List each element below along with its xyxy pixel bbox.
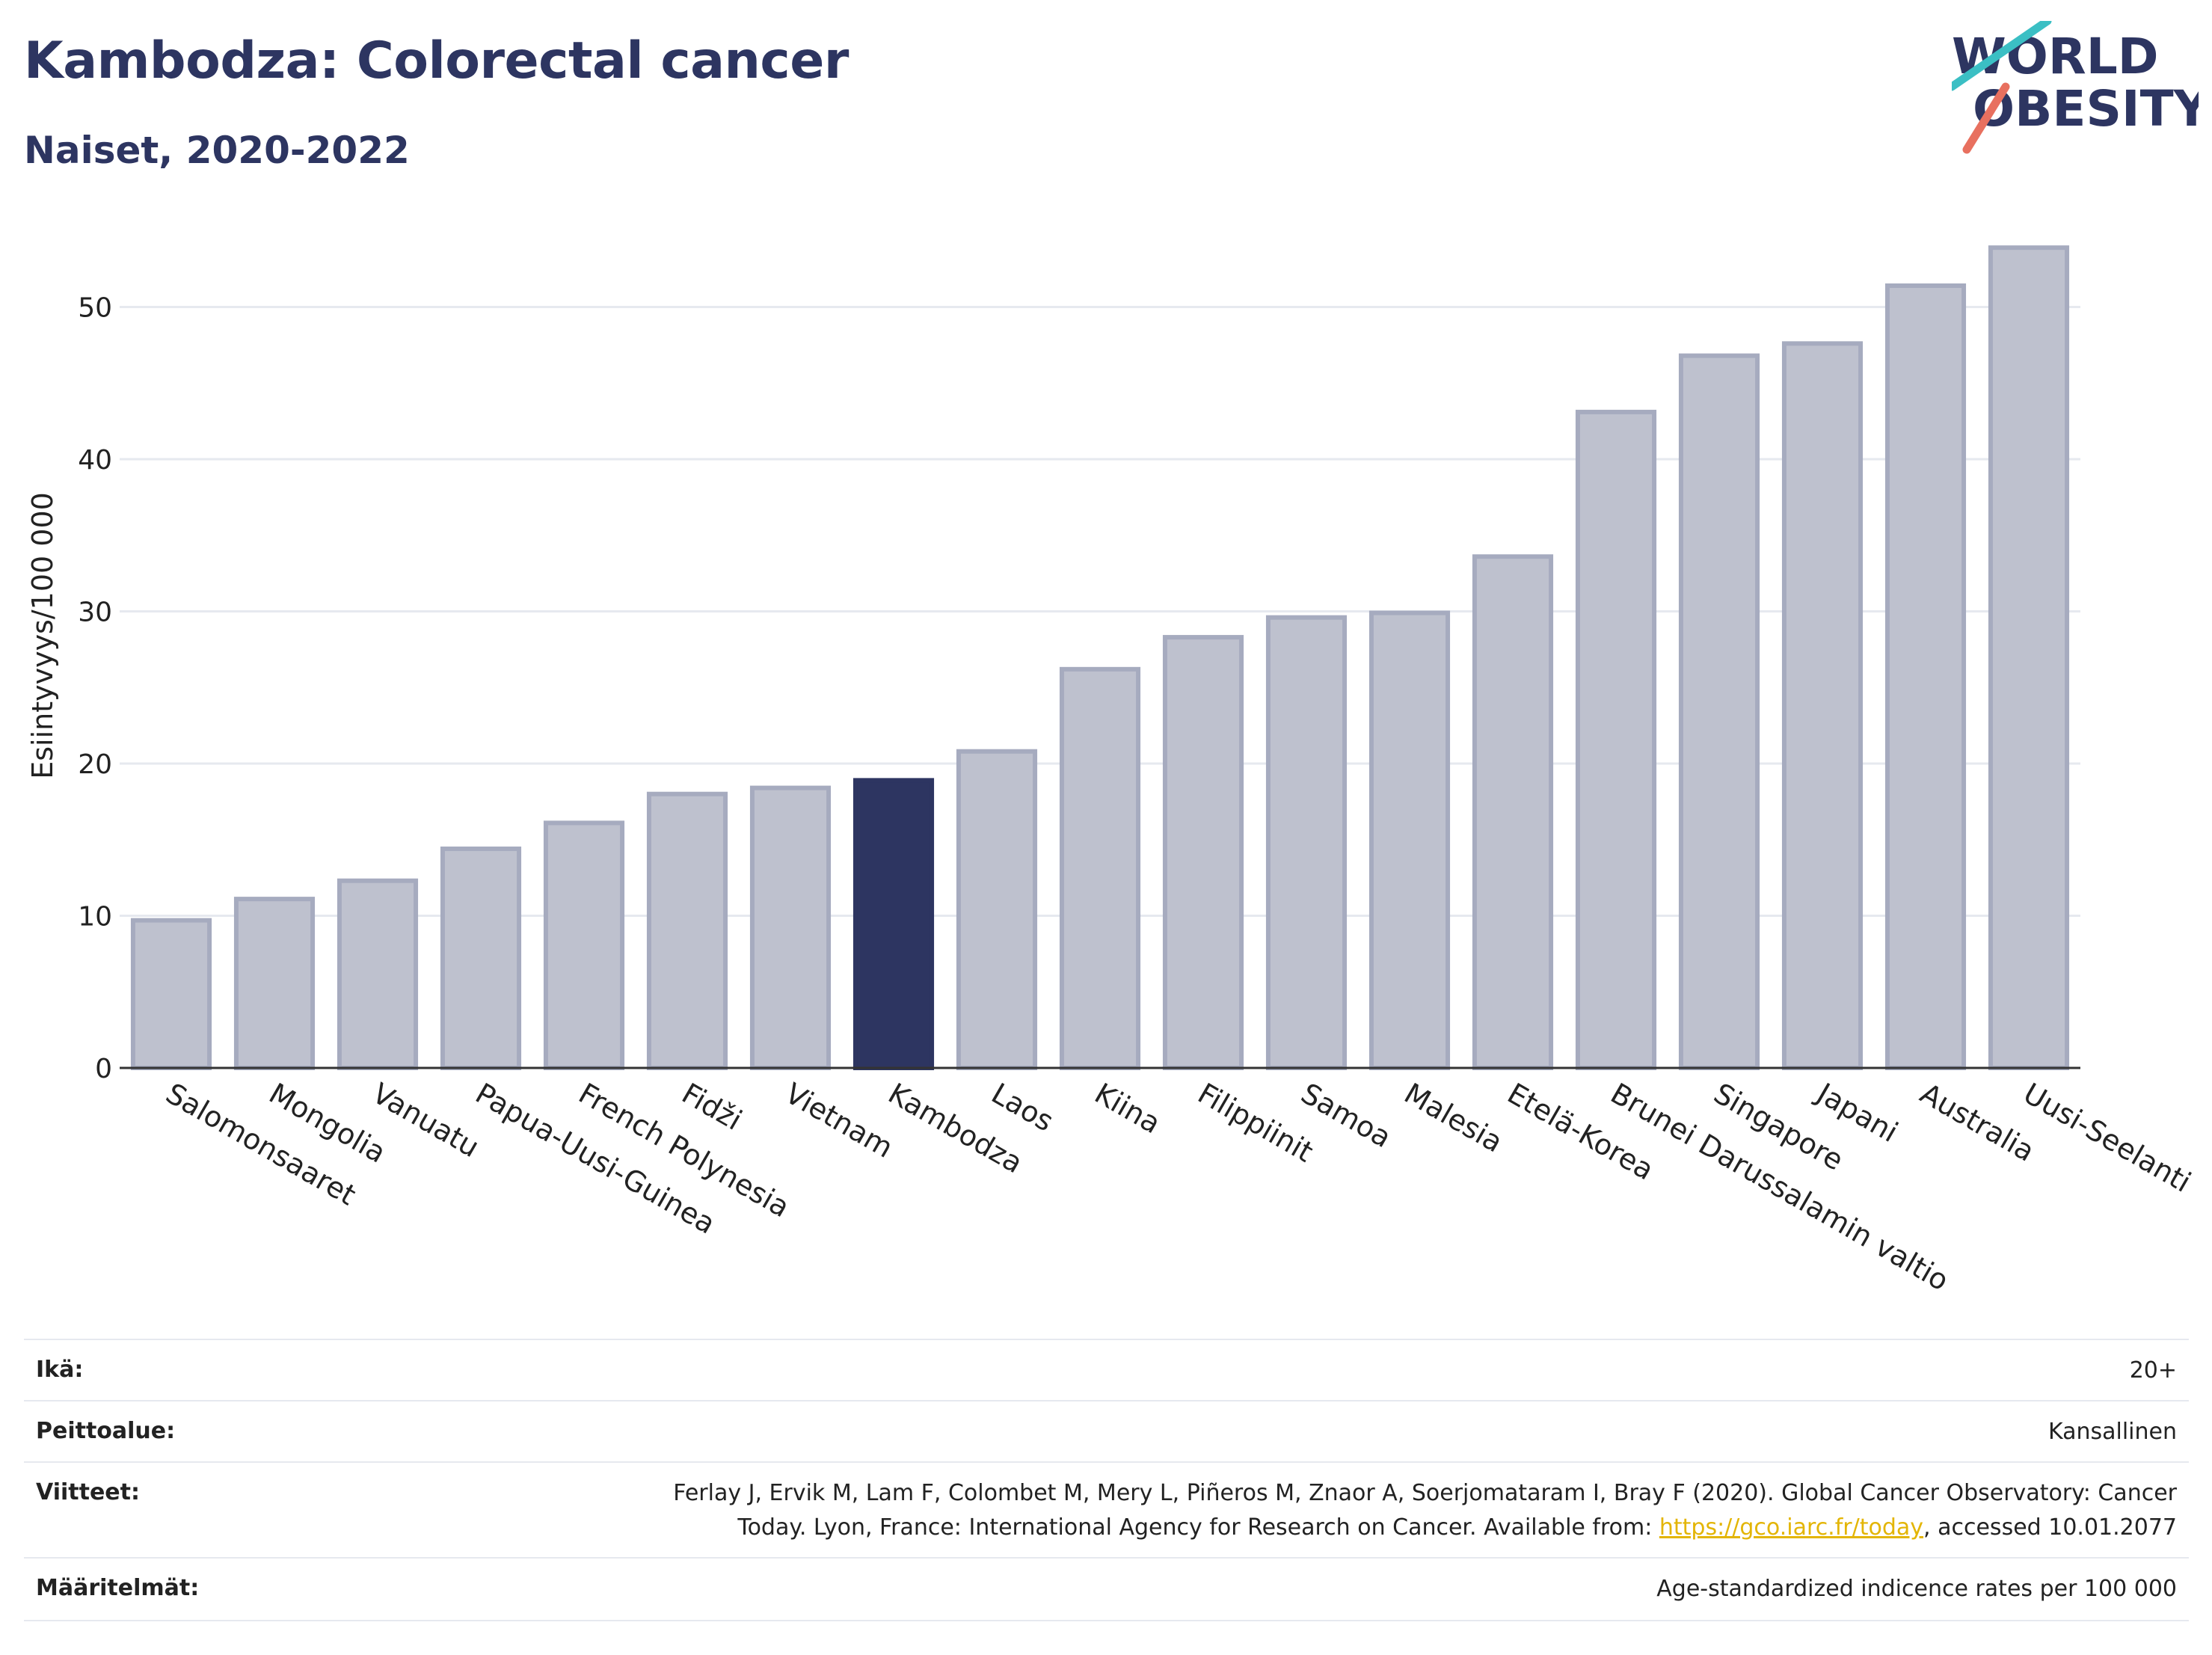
x-tick-label: Malesia [1399, 1077, 1508, 1159]
bar-chart: 0 10 20 30 40 50 SalomonsaaretMongoliaVanuatu… [26, 245, 2197, 1298]
meta-row-references: Viitteet: Ferlay J, Ervik M, Lam F, Colo… [24, 1461, 2189, 1559]
meta-label-definitions: Määritelmät: [36, 1575, 200, 1601]
x-tick-label: Fidži [677, 1077, 748, 1137]
page-title: Kambodza: Colorectal cancer [24, 31, 849, 90]
bar [130, 918, 212, 1070]
bar [1368, 610, 1451, 1070]
logo-slash-bottom [1962, 82, 2010, 154]
meta-value-coverage: Kansallinen [2047, 1419, 2177, 1445]
meta-value-age: 20+ [2129, 1357, 2177, 1384]
logo-word-obesity: OBESITY [1973, 80, 2199, 138]
x-tick-label: Kiina [1090, 1077, 1167, 1140]
bar [1472, 554, 1554, 1070]
meta-row-coverage: Peittoalue: Kansallinen [24, 1400, 2189, 1463]
reference-text-pre: Today. Lyon, France: International Agenc… [737, 1514, 1659, 1541]
bar [1059, 666, 1141, 1070]
logo-slash-top [1952, 21, 2052, 91]
reference-line-2: Today. Lyon, France: International Agenc… [673, 1511, 2177, 1545]
meta-value-references: Ferlay J, Ervik M, Lam F, Colombet M, Me… [673, 1476, 2177, 1545]
x-tick-label: Vietnam [780, 1077, 899, 1164]
bar [852, 778, 935, 1070]
reference-link[interactable]: https://gco.iarc.fr/today [1659, 1514, 1924, 1541]
y-tick-label: 40 [78, 445, 112, 476]
y-axis-title: Esiintyvyys/100 000 [26, 492, 59, 779]
world-obesity-logo: WORLD OBESITY [1952, 21, 2199, 154]
x-tick-labels: SalomonsaaretMongoliaVanuatuPapua-Uusi-G… [161, 1076, 2197, 1298]
bar [1884, 283, 1967, 1070]
bar [1575, 409, 1657, 1070]
page-subtitle: Naiset, 2020-2022 [24, 129, 410, 172]
y-tick-labels: 0 10 20 30 40 50 [78, 293, 112, 1085]
bar [337, 878, 419, 1070]
bar [1781, 341, 1864, 1070]
x-tick-label: Filippiinit [1193, 1077, 1319, 1169]
bar [1162, 635, 1244, 1070]
bar [749, 785, 832, 1071]
x-tick-label: Laos [986, 1077, 1060, 1138]
x-tick-label: Uusi-Seelanti [2018, 1077, 2197, 1199]
bar [1988, 245, 2070, 1070]
meta-label-age: Ikä: [36, 1357, 84, 1383]
y-tick-label: 10 [78, 902, 112, 933]
bar [956, 749, 1038, 1070]
bar [646, 791, 728, 1070]
logo-word-world: WORLD [1952, 28, 2159, 85]
meta-label-references: Viitteet: [36, 1479, 140, 1505]
y-tick-label: 50 [78, 293, 112, 324]
y-tick-label: 20 [78, 749, 112, 780]
bar [1265, 615, 1348, 1070]
bar [440, 846, 522, 1070]
meta-row-age: Ikä: 20+ [24, 1339, 2189, 1401]
reference-text-post: , accessed 10.01.2077 [1923, 1514, 2177, 1541]
y-tick-label: 30 [78, 598, 112, 628]
bar [233, 897, 316, 1070]
meta-value-definitions: Age-standardized indicence rates per 100… [1656, 1576, 2177, 1602]
bars [130, 245, 2070, 1071]
x-tick-label: Australia [1915, 1077, 2041, 1168]
reference-line-1: Ferlay J, Ervik M, Lam F, Colombet M, Me… [673, 1480, 2177, 1506]
meta-label-coverage: Peittoalue: [36, 1418, 176, 1444]
bar [1678, 353, 1760, 1070]
bar [543, 820, 625, 1070]
meta-row-definitions: Määritelmät: Age-standardized indicence … [24, 1557, 2189, 1621]
y-tick-label: 0 [95, 1054, 112, 1084]
